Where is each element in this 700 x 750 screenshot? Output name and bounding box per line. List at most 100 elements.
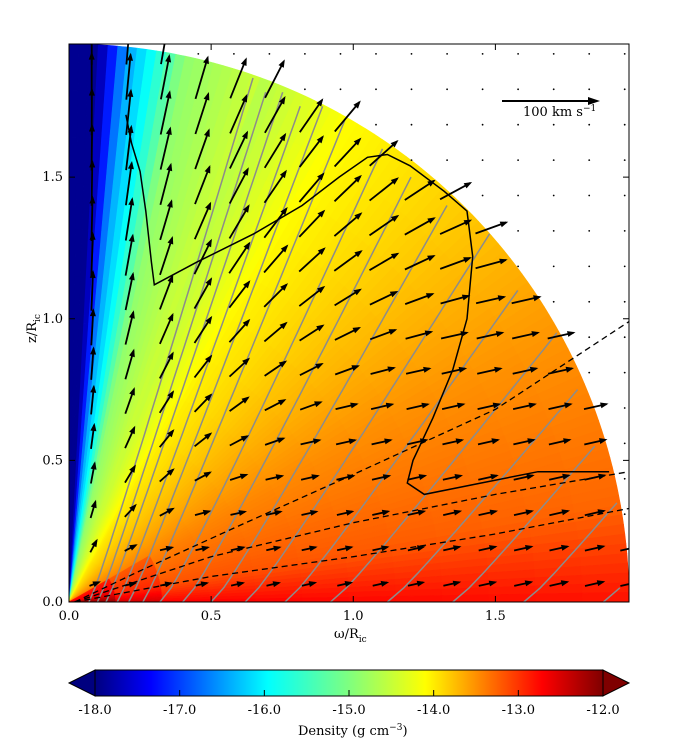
velocity-vector-head: [278, 59, 285, 68]
velocity-vector: [159, 128, 172, 170]
velocity-vector-head: [127, 17, 133, 25]
velocity-vector-head: [525, 545, 534, 551]
velocity-vector-head: [380, 580, 390, 587]
field-line: [88, 77, 254, 602]
velocity-vector-head: [90, 461, 97, 470]
velocity-vector-head: [278, 96, 286, 105]
velocity-vector: [193, 203, 212, 240]
velocity-vector-dot: [517, 123, 519, 126]
velocity-vector-head: [314, 401, 323, 408]
velocity-vector-head: [354, 250, 363, 258]
velocity-vector-dot: [375, 88, 377, 91]
velocity-vector-head: [92, 581, 101, 588]
velocity-vector-dot: [517, 53, 519, 55]
velocity-vector-head: [494, 366, 503, 373]
velocity-vector-head: [204, 432, 213, 440]
velocity-vector-head: [274, 510, 283, 516]
velocity-vector-dot: [623, 407, 626, 409]
velocity-vector-head: [458, 366, 468, 373]
density-cell: [69, 183, 77, 231]
velocity-vector-dot: [623, 265, 626, 268]
velocity-vector-head: [165, 18, 171, 26]
velocity-vector-head: [344, 581, 354, 587]
velocity-vector-dot: [623, 513, 626, 516]
velocity-vector-head: [242, 167, 249, 176]
velocity-vector-head: [167, 429, 175, 438]
colorbar: -18.0 -17.0 -16.0 -15.0 -14.0 -13.0 -12.0 Dens…: [67, 669, 631, 739]
velocity-vector-head: [167, 390, 175, 399]
velocity-vector-dot: [623, 159, 626, 162]
velocity-vector-dot: [446, 159, 448, 162]
velocity-vector-head: [273, 545, 282, 552]
velocity-vector-dot: [623, 300, 626, 303]
velocity-vector-head: [463, 182, 473, 189]
x-tick-label: 1.5: [485, 609, 506, 624]
velocity-vector-head: [205, 277, 213, 286]
velocity-vector-head: [561, 544, 570, 551]
velocity-vector-head: [90, 422, 97, 432]
velocity-vector-head: [387, 366, 396, 373]
velocity-vector-head: [128, 197, 135, 206]
velocity-vector-head: [316, 98, 324, 107]
colorbar-extend-low: [67, 669, 96, 697]
velocity-vector-dot: [623, 442, 626, 445]
colorbar-ticks: -18.0 -17.0 -16.0 -15.0 -14.0 -13.0 -12.0: [78, 690, 620, 718]
velocity-vector-head: [243, 241, 251, 250]
velocity-vector-head: [418, 474, 428, 480]
velocity-vector-head: [279, 132, 287, 142]
velocity-vector-head: [354, 212, 363, 220]
velocity-vector-head: [311, 474, 320, 481]
x-tick-label: 0.0: [59, 609, 80, 624]
y-tick-label: 0.5: [42, 453, 63, 468]
velocity-vector-head: [417, 545, 426, 552]
field-line: [602, 587, 621, 602]
velocity-vector-head: [240, 435, 250, 442]
velocity-vector-head: [129, 464, 136, 473]
velocity-vector-head: [280, 207, 288, 216]
velocity-vector-head: [491, 438, 500, 445]
velocity-vector-head: [279, 321, 288, 330]
velocity-vector-dot: [410, 123, 413, 126]
velocity-vector-head: [239, 473, 249, 480]
velocity-vector-head: [488, 580, 498, 587]
velocity-vector-head: [457, 402, 466, 409]
velocity-vector-dot: [446, 88, 448, 91]
velocity-vector: [298, 173, 324, 203]
colorbar-tick-label: -13.0: [502, 703, 535, 718]
velocity-vector-dot: [588, 230, 591, 232]
velocity-vector-dot: [339, 88, 342, 91]
velocity-vector-head: [495, 331, 505, 337]
velocity-vector-head: [241, 130, 248, 140]
velocity-vector-head: [201, 545, 210, 552]
velocity-vector-head: [205, 238, 212, 248]
velocity-vector-head: [351, 365, 360, 371]
velocity-vector-head: [390, 140, 399, 148]
velocity-vector: [228, 205, 250, 239]
velocity-vector: [159, 92, 171, 135]
velocity-vector-dot: [623, 230, 626, 232]
velocity-vector: [160, 55, 171, 100]
dashed-streamline: [74, 471, 629, 602]
velocity-vectors: [88, 17, 629, 588]
velocity-vector-head: [600, 402, 609, 409]
velocity-vector-dot: [623, 123, 626, 126]
density-cell: [255, 597, 303, 602]
velocity-vector-head: [499, 258, 508, 265]
velocity-vector: [125, 162, 133, 206]
field-line: [244, 233, 491, 602]
field-line: [128, 106, 324, 602]
velocity-vector-dot: [552, 123, 555, 126]
velocity-vector-head: [317, 247, 326, 255]
velocity-vector-dot: [623, 88, 626, 91]
velocity-vector: [334, 101, 361, 133]
x-tick-label: 1.0: [343, 609, 364, 624]
field-line: [116, 106, 301, 602]
velocity-vector-head: [308, 581, 318, 587]
velocity-vector-dot: [517, 230, 519, 232]
velocity-vector-dot: [410, 53, 413, 55]
velocity-vector-head: [345, 545, 354, 552]
velocity-vector: [229, 58, 247, 99]
velocity-vector: [125, 90, 132, 135]
velocity-vector: [124, 198, 134, 241]
